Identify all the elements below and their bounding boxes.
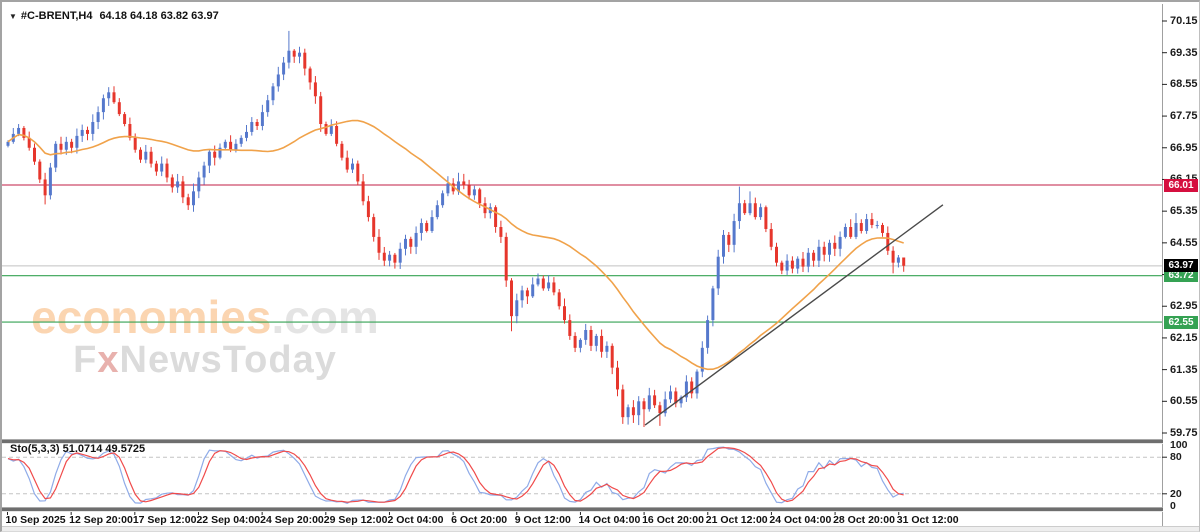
indicator-scale-label: 100 [1170, 439, 1188, 451]
price-tick-label: 67.75 [1170, 110, 1198, 123]
watermark-tagline-x: x [97, 339, 120, 381]
price-tick-label: 61.35 [1170, 363, 1198, 376]
price-tick-label: 60.55 [1170, 395, 1198, 408]
candlestick-series [6, 30, 906, 428]
time-tick-label: 28 Oct 20:00 [833, 514, 895, 526]
price-level-badge: 62.55 [1164, 315, 1198, 329]
time-tick-label: 6 Oct 20:00 [451, 514, 508, 526]
symbol-dropdown-icon[interactable]: ▼ [9, 12, 17, 21]
indicator-scale-label: 0 [1170, 500, 1176, 512]
time-tick-label: 22 Sep 04:00 [196, 514, 261, 526]
price-tick-label: 65.35 [1170, 205, 1198, 218]
stochastic-panel [2, 446, 1162, 504]
indicator-d-value: 49.5725 [105, 443, 146, 455]
panel-separator-indicator-time[interactable] [2, 507, 1163, 512]
time-axis[interactable]: 10 Sep 2025 12 Sep 20:00 17 Sep 12:00 22 Se… [2, 511, 1163, 526]
ohlc-readout: 64.18 64.18 63.82 63.97 [99, 10, 219, 22]
time-tick-label: 10 Sep 2025 [5, 514, 66, 526]
price-level-badge: 66.01 [1164, 178, 1198, 192]
price-tick-label: 62.95 [1170, 300, 1198, 313]
chart-title: ▼ #C-BRENT,H4 64.18 64.18 63.82 63.97 [9, 10, 219, 22]
trendline[interactable] [644, 204, 944, 426]
price-tick-label: 64.55 [1170, 236, 1198, 249]
moving-average-line[interactable] [7, 119, 904, 371]
stochastic-k-line [7, 446, 904, 504]
price-tick-label: 68.55 [1170, 78, 1198, 91]
stochastic-d-line [7, 447, 904, 503]
time-tick-label: 9 Oct 12:00 [514, 514, 571, 526]
time-tick-label: 24 Sep 20:00 [260, 514, 324, 526]
price-tick-label: 62.15 [1170, 331, 1198, 344]
watermark-tagline-f: F [73, 339, 98, 381]
time-tick-label: 31 Oct 12:00 [896, 514, 959, 526]
symbol-timeframe: #C-BRENT,H4 [20, 10, 93, 22]
time-tick-label: 16 Oct 20:00 [642, 514, 704, 526]
price-axis[interactable]: 70.1569.3568.5567.7566.9566.1565.3564.55… [1163, 2, 1199, 526]
time-tick-label: 17 Sep 12:00 [132, 514, 197, 526]
status-strip [2, 526, 1199, 531]
time-tick-label: 24 Oct 04:00 [769, 514, 832, 526]
time-tick-label: 21 Oct 12:00 [705, 514, 768, 526]
time-tick-label: 12 Sep 20:00 [69, 514, 133, 526]
current-price-badge: 63.97 [1164, 259, 1198, 273]
indicator-scale-label: 20 [1170, 487, 1182, 500]
indicator-name: Sto(5,3,3) [10, 443, 60, 455]
time-tick-label: 29 Sep 12:00 [323, 514, 388, 526]
watermark-brand: economies [31, 291, 272, 343]
time-tick-label: 14 Oct 04:00 [578, 514, 641, 526]
watermark-tagline: FxNewsToday [30, 340, 380, 380]
indicator-label: Sto(5,3,3) 51.0714 49.5725 [10, 443, 145, 455]
watermark-tld: .com [271, 291, 379, 343]
watermark-tagline-rest: NewsToday [119, 339, 337, 381]
price-tick-label: 66.95 [1170, 141, 1198, 154]
price-tick-label: 59.75 [1170, 427, 1198, 439]
indicator-scale-label: 80 [1170, 451, 1182, 464]
price-tick-label: 70.15 [1170, 15, 1198, 27]
indicator-k-value: 51.0714 [62, 443, 103, 455]
price-tick-label: 69.35 [1170, 46, 1198, 59]
watermark-logo: economies.com [30, 294, 380, 340]
horizontal-levels [2, 184, 1162, 323]
price-level-badge: 63.72 [1164, 269, 1198, 283]
time-tick-label: 2 Oct 04:00 [387, 514, 444, 526]
panel-separator-main-indicator[interactable] [2, 439, 1163, 444]
watermark: economies.com FxNewsToday [30, 294, 380, 380]
